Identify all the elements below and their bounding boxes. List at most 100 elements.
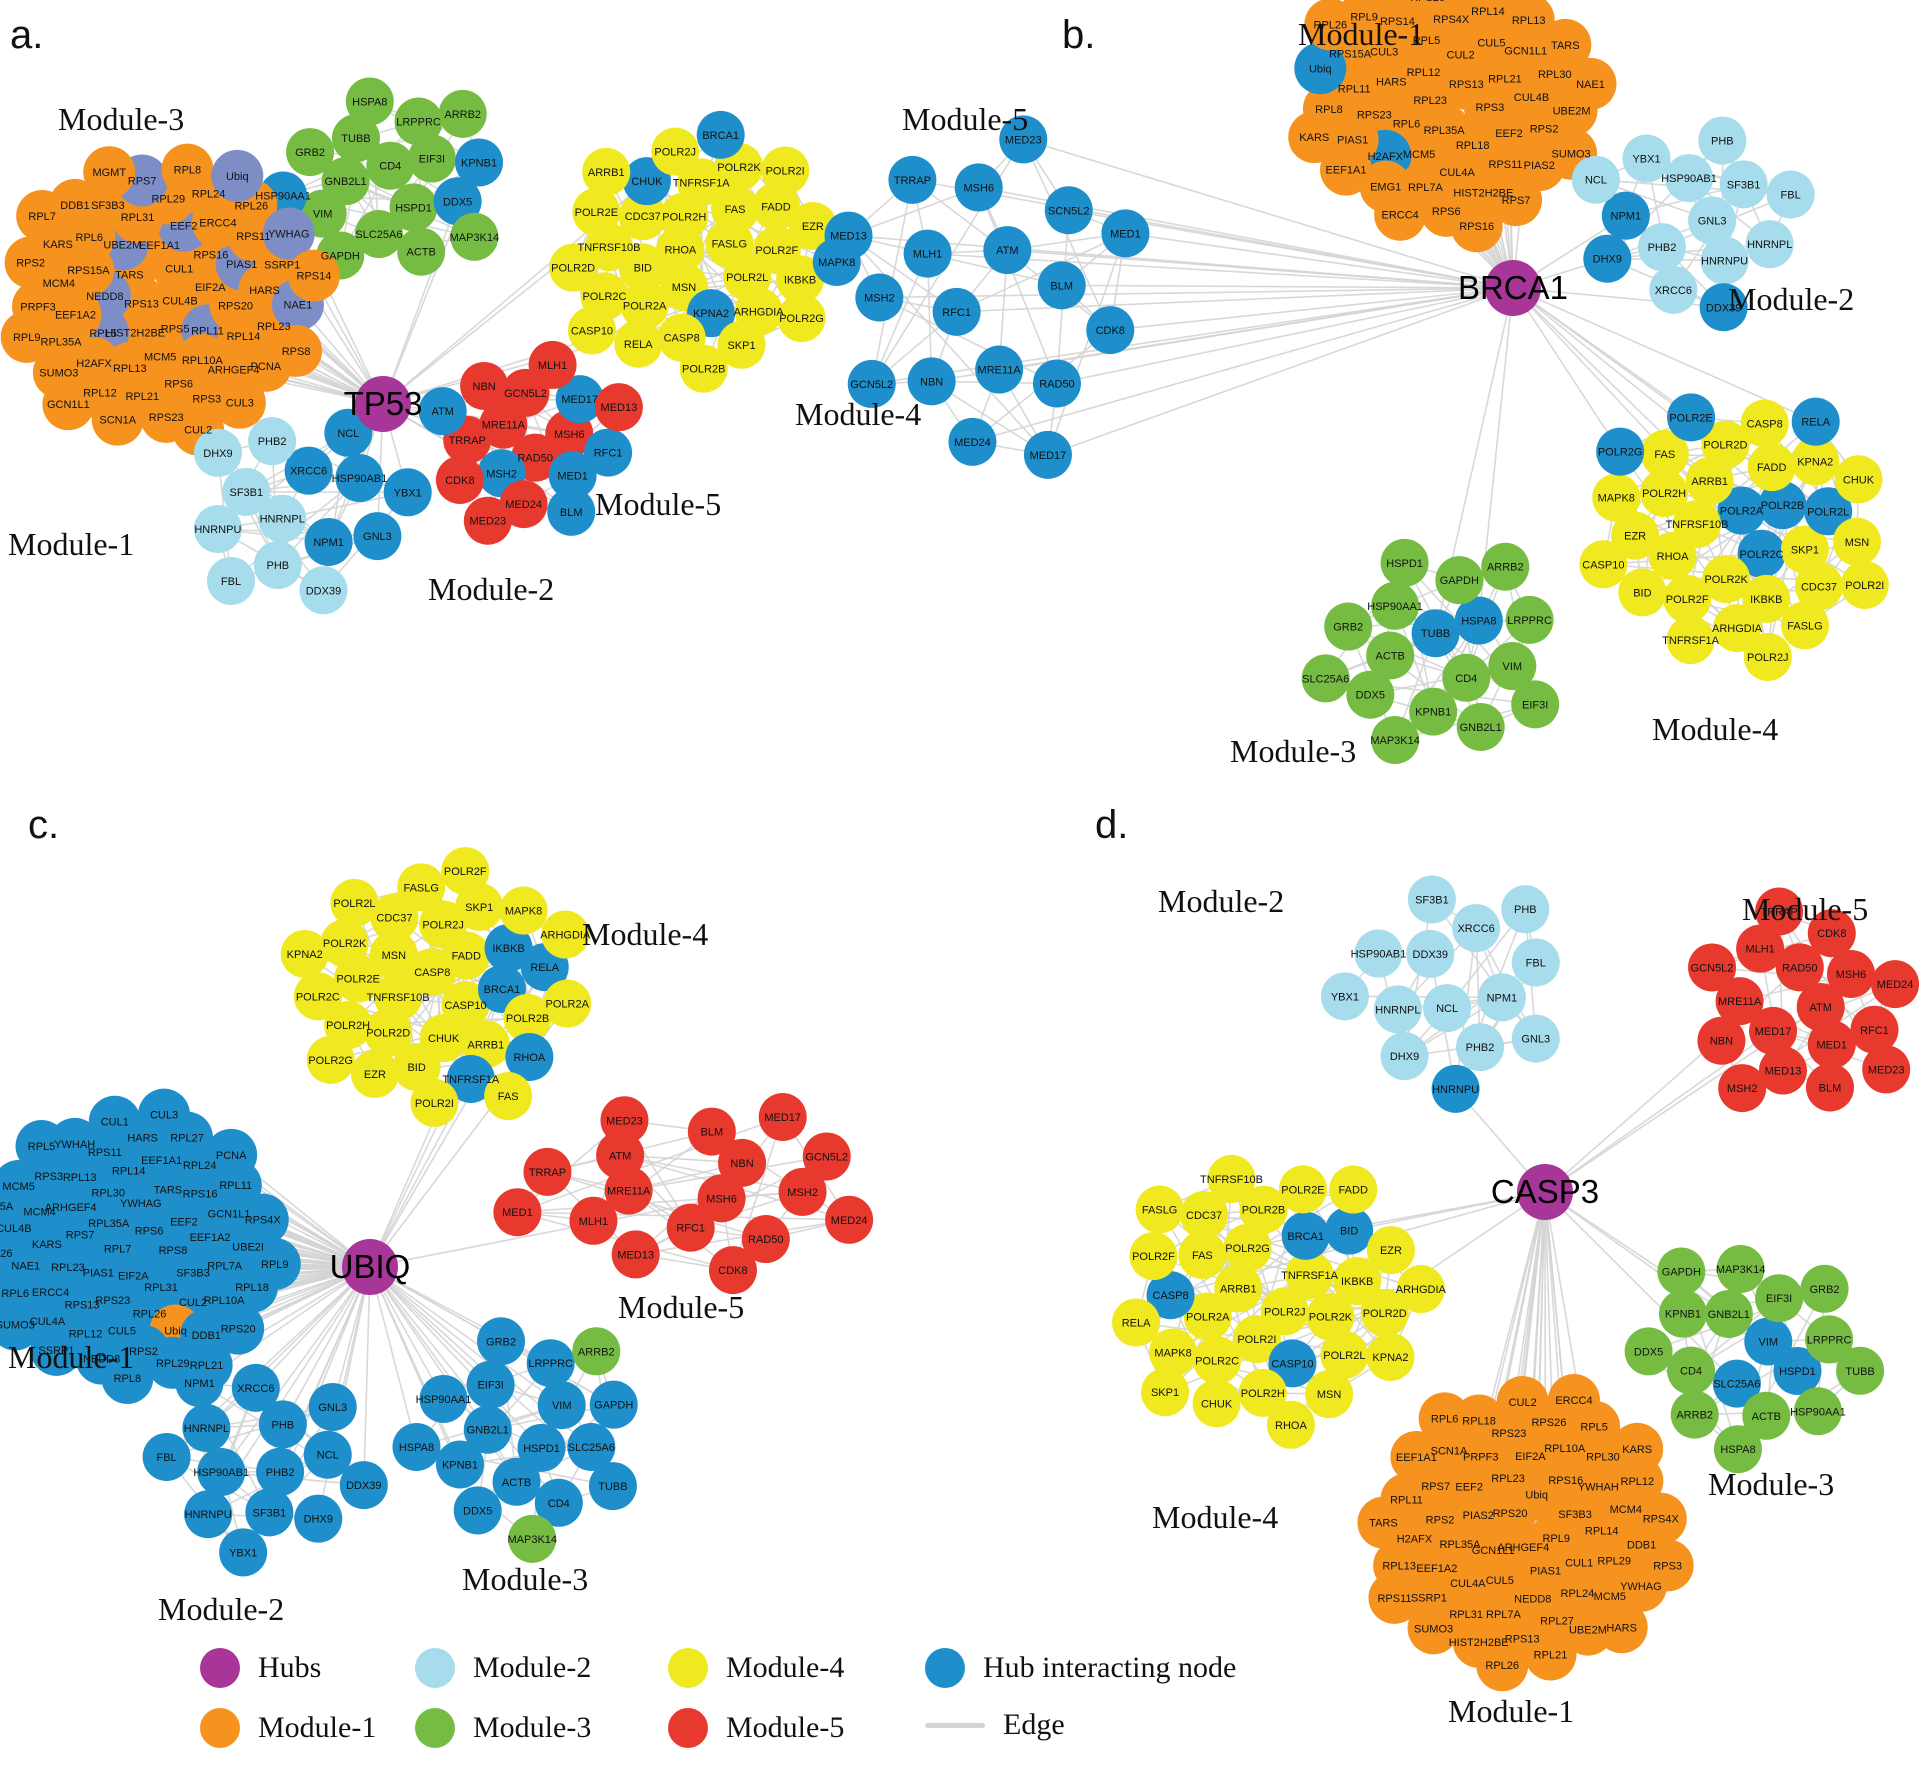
node-label: EEF1A1 — [139, 240, 180, 252]
node — [304, 517, 353, 566]
node-label: TRRAP — [529, 1167, 566, 1179]
node-label: POLR2B — [506, 1013, 549, 1025]
node — [256, 1447, 305, 1496]
edge — [282, 1266, 371, 1425]
node — [389, 183, 438, 232]
node — [825, 1195, 874, 1244]
node — [1775, 943, 1824, 992]
legend-label: Module-2 — [473, 1651, 592, 1684]
node — [1366, 1332, 1415, 1381]
node-label: DDX39 — [306, 585, 341, 597]
node-label: RPL29 — [151, 193, 185, 205]
node-label: RPS26 — [0, 1248, 13, 1260]
node — [1325, 1206, 1374, 1255]
node-label: MSN — [1845, 537, 1870, 549]
node-label: GRB2 — [1333, 622, 1363, 634]
node — [419, 1374, 468, 1423]
node — [572, 187, 621, 236]
edge — [1394, 620, 1480, 741]
node-label: KPNB1 — [461, 157, 497, 169]
node — [1688, 196, 1737, 245]
legend-label: Module-4 — [726, 1651, 845, 1684]
node-label: MAP3K14 — [1370, 735, 1420, 747]
module-label: Module-1 — [1448, 1693, 1574, 1729]
node — [1564, 57, 1617, 110]
module-label: Module-2 — [1728, 281, 1854, 317]
node-label: POLR2A — [623, 301, 667, 313]
node-label: RELA — [1122, 1317, 1151, 1329]
node — [193, 428, 242, 477]
node — [1611, 1422, 1664, 1475]
node-label: UBE2I — [232, 1241, 264, 1253]
node — [1780, 525, 1829, 574]
node-label: POLR2B — [682, 364, 725, 376]
edge — [1022, 139, 1111, 331]
node-label: NEDD8 — [86, 291, 123, 303]
node-label: VIM — [1758, 1336, 1778, 1348]
node-label: MAPK8 — [818, 257, 855, 269]
node-label: SF3B1 — [253, 1507, 287, 1519]
edge — [369, 1197, 722, 1268]
node-label: PIAS1 — [1530, 1566, 1561, 1578]
legend-label: Module-5 — [726, 1711, 845, 1744]
node-label: HARS — [1376, 76, 1407, 88]
node — [1223, 1223, 1272, 1272]
node-label: RPS6 — [1432, 206, 1461, 218]
node — [1380, 1032, 1429, 1081]
node — [1862, 1045, 1911, 1094]
node-label: SUMO3 — [0, 1319, 35, 1331]
node — [1698, 116, 1747, 165]
node — [708, 1246, 757, 1295]
node-label: EZR — [802, 221, 824, 233]
node — [213, 376, 266, 429]
node-label: RPL18 — [1456, 140, 1490, 152]
node-label: GNL3 — [363, 531, 392, 543]
node-label: MCM4 — [23, 1207, 55, 1219]
node-label: EIF3I — [1522, 699, 1548, 711]
node-label: CUL5 — [108, 1325, 136, 1337]
node — [1667, 393, 1716, 442]
node-label: KPNA2 — [1797, 456, 1833, 468]
node-label: RPL6 — [1393, 118, 1421, 130]
node-label: CASP8 — [1153, 1290, 1189, 1302]
node — [1749, 1006, 1798, 1055]
node — [1611, 511, 1660, 560]
node-label: ERCC4 — [1555, 1395, 1592, 1407]
node-label: POLR2L — [333, 898, 375, 910]
node-label: RPS20 — [218, 301, 253, 313]
node — [366, 141, 415, 190]
node-label: RPS15A — [1329, 49, 1372, 61]
node-label: GNL3 — [1698, 216, 1727, 228]
legend-item-edge: Edge — [925, 1708, 1065, 1742]
node-label: TNFRSF10B — [1665, 519, 1728, 531]
node-label: HSP90AB1 — [332, 473, 388, 485]
node-label: RPL31 — [121, 212, 155, 224]
node-label: RPS16 — [1459, 221, 1494, 233]
node-label: PHB2 — [1648, 242, 1677, 254]
node-label: CASP10 — [444, 1000, 486, 1012]
node — [1037, 261, 1086, 310]
node-label: CD4 — [1455, 673, 1477, 685]
module-label: Module-1 — [1298, 16, 1424, 52]
node-label: RPS7 — [1421, 1481, 1450, 1493]
node-label: RPS2 — [129, 1346, 158, 1358]
node — [1032, 359, 1081, 408]
node-label: NEDD8 — [83, 1354, 120, 1366]
node — [1697, 1016, 1746, 1065]
node-label: RPS15A — [67, 265, 110, 277]
hub-interacting-swatch-icon — [925, 1648, 965, 1688]
node — [523, 1147, 572, 1196]
node — [1320, 143, 1373, 196]
node-label: POLR2E — [1281, 1184, 1324, 1196]
node — [932, 287, 981, 336]
node-label: HSPA8 — [352, 96, 387, 108]
hub-node — [342, 1239, 398, 1295]
node-label: LRPPRC — [528, 1358, 573, 1370]
node-label: POLR2K — [323, 938, 367, 950]
node-label: MLH1 — [913, 249, 942, 261]
node — [1178, 1231, 1227, 1280]
node-label: CUL4B — [1514, 92, 1549, 104]
node — [1146, 1271, 1195, 1320]
node-label: TRRAP — [449, 435, 486, 447]
node-label: RPL30 — [91, 1188, 125, 1200]
